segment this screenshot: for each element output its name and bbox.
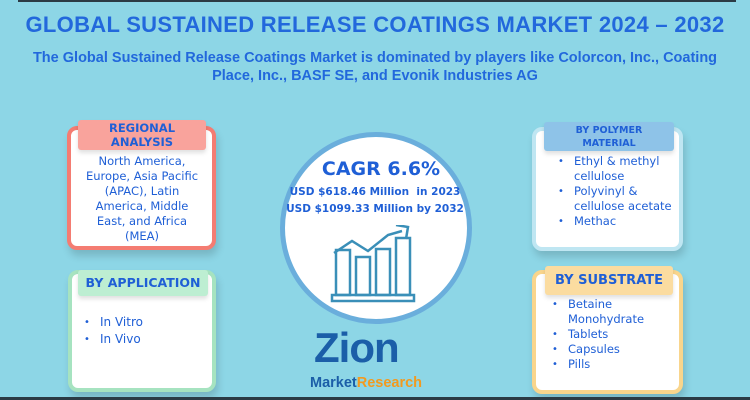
list-item: Betaine Monohydrate [548, 297, 678, 327]
subtitle: The Global Sustained Release Coatings Ma… [32, 50, 718, 84]
substrate-list: Betaine Monohydrate Tablets Capsules Pil… [548, 297, 678, 372]
polymer-list: Ethyl & methyl cellulose Polyvinyl & cel… [554, 154, 679, 229]
zion-logo: Zion MarketResearch [310, 324, 440, 396]
value-2023: USD $618.46 Million in 2023 [289, 186, 461, 198]
regional-text: North America, Europe, Asia Pacific (APA… [85, 154, 199, 243]
substrate-header: BY SUBSTRATE [545, 266, 673, 295]
cagr-circle [280, 132, 472, 324]
application-list: In Vitro In Vivo [80, 314, 210, 348]
application-header: BY APPLICATION [78, 270, 208, 296]
list-item: Pills [548, 357, 678, 372]
list-item: In Vivo [80, 331, 210, 348]
regional-header: REGIONAL ANALYSIS [78, 120, 206, 150]
value-2032: USD $1099.33 Million by 2032 [286, 203, 464, 215]
page-title: GLOBAL SUSTAINED RELEASE COATINGS MARKET… [25, 12, 725, 37]
bottom-border [0, 397, 750, 400]
logo-research: Research [356, 375, 423, 391]
list-item: Methac [554, 214, 679, 229]
top-border [18, 0, 736, 2]
list-item: In Vitro [80, 314, 210, 331]
logo-brand: Zion [314, 324, 400, 371]
list-item: Capsules [548, 342, 678, 357]
cagr-label: CAGR 6.6% [321, 158, 441, 180]
list-item: Tablets [548, 327, 678, 342]
logo-market: Market [310, 375, 357, 391]
polymer-header: BY POLYMER MATERIAL [544, 122, 674, 151]
list-item: Polyvinyl & cellulose acetate [554, 184, 679, 214]
list-item: Ethyl & methyl cellulose [554, 154, 679, 184]
growth-chart-icon [330, 225, 416, 303]
